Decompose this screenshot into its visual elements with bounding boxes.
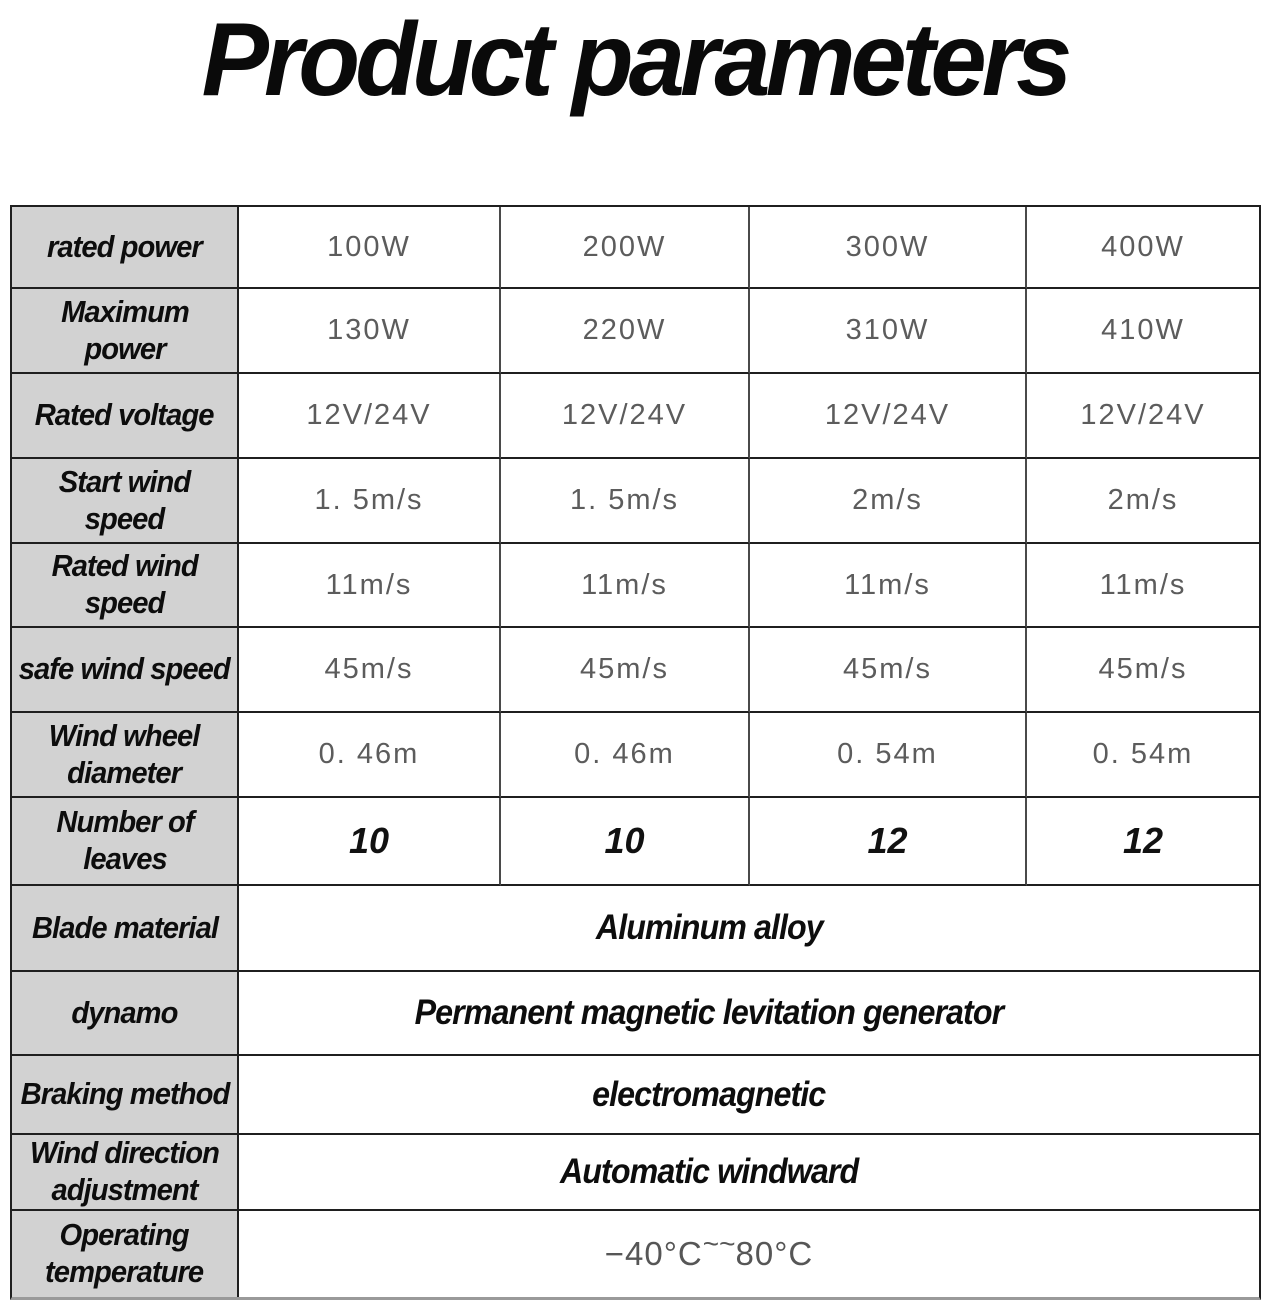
param-label-wind-wheel-diameter: Wind wheel diameter [12,713,239,798]
param-value: 10 [501,798,750,886]
param-label-text: rated power [47,228,203,264]
param-value: 45m/s [501,628,750,713]
param-value: 45m/s [750,628,1027,713]
param-value: 0. 46m [501,713,750,798]
param-label-rated-voltage: Rated voltage [12,374,239,459]
param-value: 1. 5m/s [239,459,501,544]
param-label-blade-material: Blade material [12,886,239,972]
param-value: 100W [239,207,501,289]
param-value: 45m/s [239,628,501,713]
param-label-safe-wind-speed: safe wind speed [12,628,239,713]
param-value-span: electromagnetic [239,1056,1259,1135]
param-value: 45m/s [1027,628,1259,713]
param-label-dynamo: dynamo [12,972,239,1056]
param-value: 300W [750,207,1027,289]
param-value: 11m/s [750,544,1027,628]
param-value: 310W [750,289,1027,374]
param-value: 0. 54m [750,713,1027,798]
param-label-text: Braking method [20,1076,230,1112]
param-label-text: Rated wind speed [51,548,198,620]
spec-table: rated power 100W 200W 300W 400W Maximum … [10,205,1261,1300]
param-value: 2m/s [750,459,1027,544]
param-value: 200W [501,207,750,289]
param-label-text: dynamo [71,994,178,1030]
tilde-superscript: ~~ [702,1228,736,1260]
param-label-rated-power: rated power [12,207,239,289]
param-label-text: Wind wheel diameter [49,717,201,790]
param-value: 12V/24V [501,374,750,459]
param-label-text: Rated voltage [35,397,215,433]
param-label-start-wind-speed: Start wind speed [12,459,239,544]
param-value: 12V/24V [239,374,501,459]
param-value: 220W [501,289,750,374]
page-title: Product parameters [201,2,1073,118]
param-label-rated-wind-speed: Rated wind speed [12,544,239,628]
param-label-text: Start wind speed [58,463,191,536]
param-value-span: Automatic windward [239,1135,1259,1211]
param-value: 12 [1027,798,1259,886]
param-value-span: Aluminum alloy [239,886,1259,972]
param-value: 0. 54m [1027,713,1259,798]
param-label-text: Wind direction adjustment [30,1135,220,1207]
param-label-number-of-leaves: Number of leaves [12,798,239,886]
param-value: 2m/s [1027,459,1259,544]
param-label-braking-method: Braking method [12,1056,239,1135]
param-value: 0. 46m [239,713,501,798]
operating-temperature-value: −40°C~~80°C [604,1228,814,1272]
param-label-text: Blade material [31,909,218,945]
param-label-operating-temperature: Operating temperature [12,1211,239,1297]
param-label-text: safe wind speed [18,651,231,687]
param-value: 10 [239,798,501,886]
param-label-text: Maximum power [60,293,190,366]
param-value: 11m/s [501,544,750,628]
param-label-wind-direction-adjustment: Wind direction adjustment [12,1135,239,1211]
param-value: 12V/24V [1027,374,1259,459]
param-value: 400W [1027,207,1259,289]
param-label-text: Number of leaves [55,804,194,876]
param-value: 410W [1027,289,1259,374]
param-value: 130W [239,289,501,374]
param-value: 12 [750,798,1027,886]
param-value-span: Permanent magnetic levitation generator [239,972,1259,1056]
param-value: 1. 5m/s [501,459,750,544]
param-label-text: Operating temperature [45,1217,204,1289]
param-value: 11m/s [1027,544,1259,628]
param-value: 12V/24V [750,374,1027,459]
param-value-span: −40°C~~80°C [239,1211,1259,1297]
param-label-maximum-power: Maximum power [12,289,239,374]
param-value: 11m/s [239,544,501,628]
